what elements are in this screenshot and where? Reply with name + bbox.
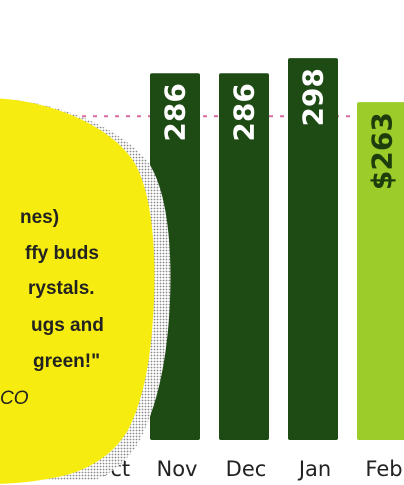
- bar-value-label: 286: [159, 83, 192, 141]
- bar-feb: [357, 102, 404, 440]
- callout-text: nes) ffy buds rystals. ugs and green!" C…: [0, 207, 104, 409]
- callout-line: green!": [33, 351, 100, 372]
- callout-line: rystals.: [28, 278, 95, 299]
- bar-jan: [288, 58, 338, 441]
- callout-line: nes): [20, 207, 59, 228]
- quote-callout: nes) ffy buds rystals. ugs and green!" C…: [0, 98, 171, 484]
- bar-value-label: 286: [228, 83, 261, 141]
- callout-source: CO: [0, 388, 29, 409]
- x-tick-label: Nov: [157, 457, 198, 481]
- bar-value-label: 298: [297, 68, 330, 126]
- bar-dec: [219, 73, 269, 441]
- x-tick-label: Feb: [365, 457, 402, 481]
- callout-line: ugs and: [31, 315, 104, 336]
- x-tick-label: Jan: [297, 457, 331, 481]
- bars: [150, 58, 404, 441]
- bar-value-label: $263: [366, 112, 399, 190]
- callout-line: ffy buds: [25, 243, 99, 264]
- x-axis-tick-labels: OctNovDecJanFeb: [94, 457, 403, 481]
- x-tick-label: Dec: [226, 457, 267, 481]
- bar-labels: 286 286 298 $263: [159, 68, 399, 190]
- callout-shape: [0, 98, 155, 484]
